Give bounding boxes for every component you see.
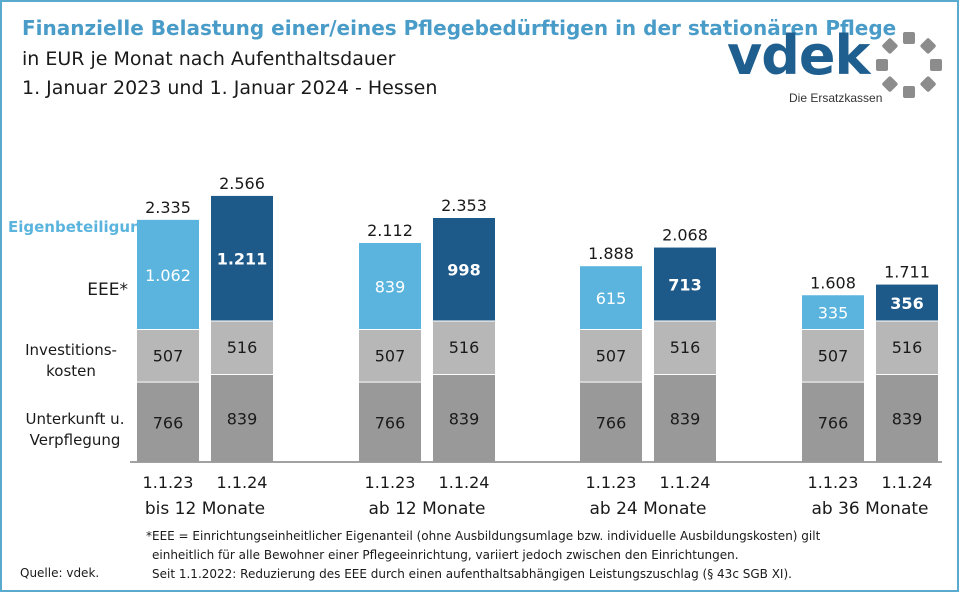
legend-eee: EEE* [87, 280, 128, 300]
data-label-unterkunft: 766 [818, 413, 849, 432]
data-label-unterkunft: 839 [892, 409, 923, 428]
data-label-unterkunft: 839 [227, 409, 258, 428]
data-label-total: 2.335 [145, 198, 191, 217]
x-group-label: bis 12 Monate [145, 499, 265, 519]
bar-segment-unterkunft [211, 374, 273, 462]
x-tick-label-date: 1.1.23 [365, 473, 416, 492]
x-group-label: ab 12 Monate [368, 499, 485, 519]
bar-segment-eee [211, 195, 273, 321]
data-label-unterkunft: 766 [596, 413, 627, 432]
bar-segment-unterkunft [654, 374, 716, 462]
footnote-line1: *EEE = Einrichtungseinheitlicher Eigenan… [146, 529, 821, 543]
data-label-investition: 507 [153, 346, 184, 365]
footnote-line2: einheitlich für alle Bewohner einer Pfle… [152, 548, 739, 562]
data-label-eee: 1.211 [217, 250, 268, 269]
bar-segment-eee [359, 242, 421, 329]
bar-segment-unterkunft [802, 382, 864, 462]
bar-segment-investition [580, 329, 642, 382]
x-group-label: ab 36 Monate [811, 499, 928, 519]
data-label-eee: 615 [596, 289, 627, 308]
data-label-total: 1.608 [810, 273, 856, 292]
x-tick-label-date: 1.1.23 [808, 473, 859, 492]
data-label-investition: 516 [892, 338, 923, 357]
bar-segment-investition [137, 329, 199, 382]
bar-segment-eee [876, 284, 938, 321]
data-label-eee: 713 [668, 276, 701, 295]
data-label-investition: 507 [818, 346, 849, 365]
data-label-eee: 998 [447, 261, 480, 280]
data-label-total: 1.711 [884, 263, 930, 282]
bar-segment-investition [433, 321, 495, 374]
data-label-investition: 516 [227, 338, 258, 357]
data-label-total: 2.068 [662, 226, 708, 245]
legend-investitionskosten-line2: kosten [46, 362, 96, 380]
bar-segment-investition [802, 329, 864, 382]
source-label: Quelle: vdek. [20, 566, 100, 580]
data-label-eee: 839 [375, 277, 406, 296]
x-tick-label-date: 1.1.24 [439, 473, 490, 492]
data-label-total: 2.566 [219, 174, 265, 193]
bar-segment-investition [654, 321, 716, 374]
x-tick-label-date: 1.1.23 [143, 473, 194, 492]
vdek-logo: vdek [727, 24, 870, 87]
data-label-unterkunft: 766 [375, 413, 406, 432]
bar-segment-eee [137, 219, 199, 329]
bar-segment-eee [654, 247, 716, 321]
bar-segment-investition [211, 321, 273, 374]
legend-unterkunft-line2: Verpflegung [29, 431, 121, 449]
bar-segment-unterkunft [433, 374, 495, 462]
bar-segment-unterkunft [580, 382, 642, 462]
x-tick-label-date: 1.1.24 [660, 473, 711, 492]
data-label-eee: 1.062 [145, 266, 191, 285]
legend-eigenbeteiligung: Eigenbeteiligung [8, 218, 152, 236]
legend-unterkunft-line1: Unterkunft u. [25, 410, 125, 428]
data-label-eee: 335 [818, 304, 849, 323]
vdek-ring-icon [876, 32, 942, 98]
chart-subtitle-dates: 1. Januar 2023 und 1. Januar 2024 - Hess… [22, 77, 438, 99]
data-label-unterkunft: 839 [449, 409, 480, 428]
vdek-logo-subtext: Die Ersatzkassen [789, 91, 883, 105]
footnote: *EEE = Einrichtungseinheitlicher Eigenan… [146, 527, 820, 584]
bar-segment-unterkunft [359, 382, 421, 462]
data-label-investition: 507 [375, 346, 406, 365]
x-tick-label-date: 1.1.23 [586, 473, 637, 492]
chart-subtitle-unit: in EUR je Monat nach Aufenthaltsdauer [22, 48, 396, 70]
data-label-unterkunft: 766 [153, 413, 184, 432]
data-label-investition: 516 [449, 338, 480, 357]
legend-investitionskosten-line1: Investitions- [25, 341, 117, 359]
bar-segment-eee [433, 217, 495, 321]
data-label-total: 2.353 [441, 196, 487, 215]
bar-segment-unterkunft [876, 374, 938, 462]
data-label-investition: 507 [596, 346, 627, 365]
x-tick-label-date: 1.1.24 [882, 473, 933, 492]
data-label-total: 1.888 [588, 244, 634, 263]
legend-unterkunft: Unterkunft u. Verpflegung [20, 409, 130, 451]
bar-segment-eee [802, 295, 864, 329]
data-label-total: 2.112 [367, 221, 413, 240]
x-group-label: ab 24 Monate [589, 499, 706, 519]
x-tick-label-date: 1.1.24 [217, 473, 268, 492]
bar-segment-unterkunft [137, 382, 199, 462]
legend-investitionskosten: Investitions- kosten [20, 340, 122, 382]
bar-segment-investition [359, 329, 421, 382]
footnote-line3: Seit 1.1.2022: Reduzierung des EEE durch… [152, 567, 792, 581]
data-label-unterkunft: 839 [670, 409, 701, 428]
chart-title: Finanzielle Belastung einer/eines Pflege… [22, 16, 897, 40]
bar-segment-eee [580, 266, 642, 329]
data-label-investition: 516 [670, 338, 701, 357]
data-label-eee: 356 [890, 294, 923, 313]
bar-segment-investition [876, 321, 938, 374]
